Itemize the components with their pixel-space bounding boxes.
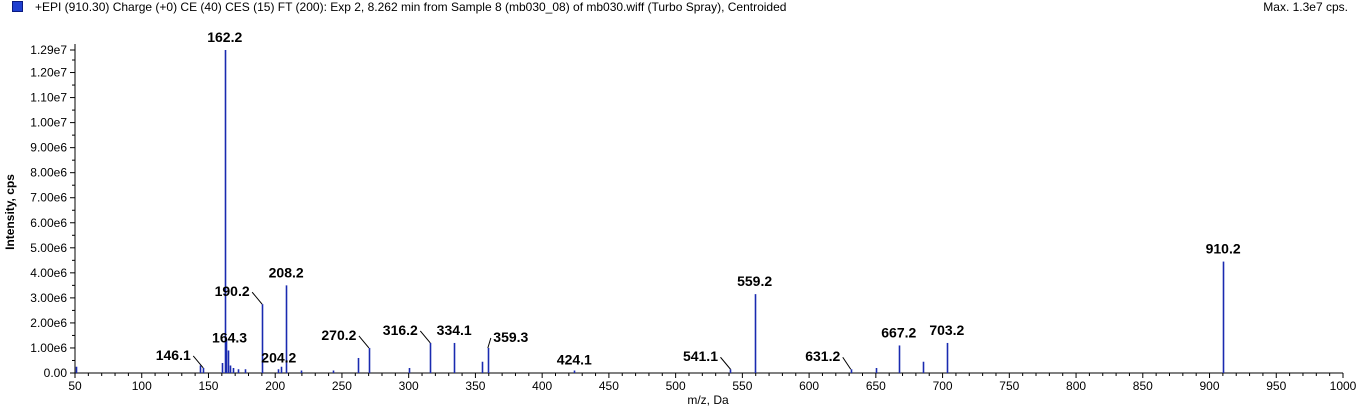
peak-label: 631.2 — [805, 348, 840, 364]
peak-label-leader — [842, 356, 852, 370]
y-tick-label: 8.00e6 — [30, 166, 67, 180]
peak-label-leader — [358, 335, 370, 349]
x-tick-label: 650 — [866, 379, 886, 393]
x-tick-label: 250 — [332, 379, 352, 393]
peak-label: 910.2 — [1206, 241, 1241, 257]
y-tick-label: 2.00e6 — [30, 316, 67, 330]
y-tick-label: 9.00e6 — [30, 141, 67, 155]
y-tick-label: 1.29e7 — [30, 43, 67, 57]
y-tick-label: 5.00e6 — [30, 241, 67, 255]
x-axis-label: m/z, Da — [687, 393, 729, 407]
peak-label-leader — [192, 355, 204, 369]
peak-label: 667.2 — [881, 324, 916, 340]
y-tick-label: 1.00e7 — [30, 116, 67, 130]
peak-label: 164.3 — [212, 329, 247, 345]
peak-label: 204.2 — [261, 350, 296, 366]
x-tick-label: 750 — [999, 379, 1019, 393]
x-tick-label: 600 — [799, 379, 819, 393]
x-tick-label: 700 — [933, 379, 953, 393]
peak-label-leader — [487, 337, 492, 349]
peak-label: 359.3 — [493, 329, 528, 345]
peak-label-leader — [419, 330, 431, 344]
y-tick-label: 4.00e6 — [30, 266, 67, 280]
x-tick-label: 300 — [399, 379, 419, 393]
x-tick-label: 950 — [1266, 379, 1286, 393]
peak-label: 541.1 — [683, 348, 718, 364]
peak-label-leader — [251, 291, 263, 305]
peak-label: 559.2 — [737, 273, 772, 289]
peak-label: 162.2 — [207, 29, 242, 45]
peak-label: 208.2 — [269, 264, 304, 280]
peak-label-leader — [720, 356, 731, 370]
y-tick-label: 7.00e6 — [30, 191, 67, 205]
y-tick-label: 1.00e6 — [30, 341, 67, 355]
x-tick-label: 400 — [532, 379, 552, 393]
peak-label: 146.1 — [156, 347, 191, 363]
spectrum-title: +EPI (910.30) Charge (+0) CE (40) CES (1… — [35, 0, 787, 14]
x-tick-label: 900 — [1200, 379, 1220, 393]
x-tick-label: 500 — [666, 379, 686, 393]
x-tick-label: 850 — [1133, 379, 1153, 393]
x-tick-label: 50 — [68, 379, 82, 393]
peak-label: 703.2 — [929, 322, 964, 338]
x-tick-label: 100 — [132, 379, 152, 393]
y-tick-label: 3.00e6 — [30, 291, 67, 305]
max-intensity-label: Max. 1.3e7 cps. — [1263, 0, 1348, 14]
peak-label: 316.2 — [383, 322, 418, 338]
x-tick-label: 550 — [732, 379, 752, 393]
peak-label: 190.2 — [215, 283, 250, 299]
x-tick-label: 450 — [599, 379, 619, 393]
peak-label: 270.2 — [321, 327, 356, 343]
x-tick-label: 150 — [198, 379, 218, 393]
legend-marker-icon — [12, 1, 23, 12]
x-tick-label: 200 — [265, 379, 285, 393]
y-tick-label: 6.00e6 — [30, 216, 67, 230]
x-tick-label: 350 — [465, 379, 485, 393]
peak-label: 334.1 — [437, 322, 472, 338]
y-tick-label: 0.00 — [44, 366, 68, 380]
chart-header: +EPI (910.30) Charge (+0) CE (40) CES (1… — [0, 0, 1360, 18]
x-tick-label: 1000 — [1330, 379, 1357, 393]
y-tick-label: 1.20e7 — [30, 66, 67, 80]
x-tick-label: 800 — [1066, 379, 1086, 393]
peak-label: 424.1 — [557, 351, 592, 367]
y-tick-label: 1.10e7 — [30, 91, 67, 105]
